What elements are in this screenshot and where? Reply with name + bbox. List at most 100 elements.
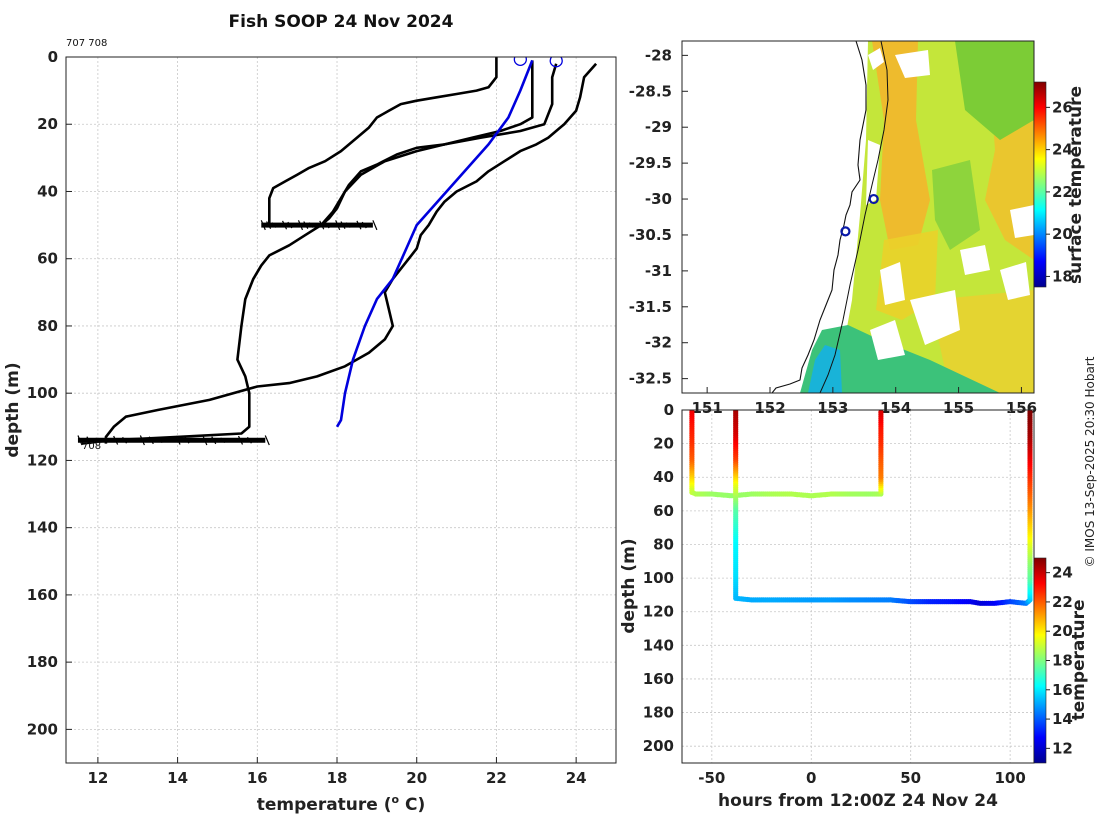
fish-depth-bar-hatch (329, 222, 335, 228)
fish-depth-bar-hatch (255, 438, 261, 443)
depth-time-x-tick-label: 0 (806, 769, 816, 787)
depth-time-y-tick-label: 60 (653, 502, 674, 520)
sst-map-image (682, 41, 1034, 393)
profile-y-tick-label: 140 (27, 519, 58, 537)
station-north (868, 193, 879, 205)
profile-y-tick-label: 180 (27, 653, 58, 671)
map-y-tick-label: -32 (645, 334, 672, 352)
x-label-start: temperature ( (257, 795, 392, 815)
start-circle-b (549, 57, 563, 68)
depth-time-x-tick-label: 50 (900, 769, 921, 787)
profile-y-tick-label: 100 (27, 384, 58, 402)
profile-y-tick-label: 80 (37, 317, 58, 335)
profile-x-tick-label: 12 (87, 769, 108, 787)
profile-line-profile-c (104, 62, 598, 444)
fish-depth-bar-hatch (372, 220, 378, 231)
map-y-tick-label: -29.5 (629, 154, 672, 172)
profile-id-annotation: 707 708 (66, 38, 107, 49)
depth-time-y-tick-label: 100 (643, 569, 674, 587)
map-y-tick-label: -28 (645, 46, 672, 64)
fish-depth-bar-hatch (260, 220, 266, 231)
profile-start-markers (513, 57, 563, 68)
fish-depth-bar-hatch (139, 435, 145, 446)
profile-line-profile-b (268, 57, 498, 226)
map-tick-labels: -28 -28.5 -29 -29.5 -30 -30.5 -31 -31.5 -32 -32.5… (629, 46, 1037, 417)
fish-depth-bar-hatch (345, 222, 351, 228)
depth-time-x-tick-label: -50 (698, 769, 725, 787)
depth-time-y-tick-label: 140 (643, 636, 674, 654)
fish-depth-bar-hatch (157, 437, 163, 444)
fish-depth-bar-hatch (220, 437, 226, 444)
track-2 (733, 410, 1033, 606)
fish-depth-bar-hatch (367, 222, 372, 228)
map-y-tick-label: -28.5 (629, 82, 672, 100)
profile-y-tick-label: 120 (27, 451, 58, 469)
profile-x-tick-label: 16 (247, 769, 268, 787)
map-x-tick-label: 151 (691, 399, 722, 417)
depth-time-tick-labels: -50 0 50 100 0 20 40 60 80 100 120 140 160 180 200 (643, 401, 1026, 787)
profile-x-tick-label: 22 (486, 769, 507, 787)
fish-depth-bar-hatch (246, 436, 252, 444)
map-y-tick-label: -29 (645, 118, 672, 136)
fish-depth-bar-hatch (77, 435, 83, 446)
depth-time-x-axis-label: hours from 12:00Z 24 Nov 24 (718, 791, 998, 811)
fish-depth-bar-hatch (166, 438, 172, 442)
map-x-tick-label: 152 (754, 399, 785, 417)
fish-depth-bar-hatch (297, 220, 304, 231)
depth-time-y-tick-label: 20 (653, 435, 674, 453)
profile-y-tick-label: 0 (48, 48, 58, 66)
depth-time-colorbar-tick-label: 14 (1052, 710, 1073, 728)
fish-depth-bar-hatch (86, 436, 92, 445)
depth-time-colorbar-tick-label: 24 (1052, 564, 1073, 582)
map-colorbar-tick-label: 20 (1052, 225, 1073, 243)
fish-depth-bar-hatch (237, 435, 244, 445)
profile-tag: 708 (82, 441, 101, 452)
map-x-tick-label: 155 (943, 399, 974, 417)
profile-tick-labels: 12 14 16 18 20 22 24 0 20 40 60 80 100 120 140 160 180 20… (27, 48, 587, 787)
station-south (840, 226, 851, 237)
start-circle-a (513, 57, 527, 67)
map-colorbar-ticks: 18 20 22 24 26 (1046, 98, 1073, 285)
map-colorbar-label: surface temperature (1066, 86, 1086, 284)
profile-axes-frame (65, 56, 617, 764)
profile-line-profile-d (320, 63, 558, 227)
fish-depth-bar-hatch (340, 221, 346, 229)
map-y-tick-label: -30.5 (629, 226, 672, 244)
fish-depth-bar-hatch (282, 220, 288, 230)
depth-time-colorbar-tick-label: 16 (1052, 681, 1073, 699)
depth-time-y-axis-label: depth (m) (619, 538, 639, 633)
fish-depth-bar-hatch (131, 438, 136, 443)
fish-depth-bar-hatch (148, 436, 154, 445)
fish-depth-bar-hatch (303, 221, 309, 229)
fish-depth-bar-hatch (184, 436, 190, 444)
map-y-tick-label: -31 (645, 262, 672, 280)
chart-title: Fish SOOP 24 Nov 2024 (229, 12, 454, 32)
profile-y-tick-label: 200 (27, 720, 58, 738)
map-colorbar (1033, 81, 1047, 288)
fish-depth-bar-hatch (287, 221, 293, 229)
fish-depth-bar-hatch (211, 436, 217, 445)
sst-map: -28 -28.5 -29 -29.5 -30 -30.5 -31 -31.5 -32 -32.5… (629, 40, 1086, 417)
fish-depth-bar-hatch (113, 435, 119, 445)
depth-time-y-tick-label: 160 (643, 670, 674, 688)
profile-y-axis-label: depth (m) (3, 362, 23, 457)
profile-x-tick-label: 14 (167, 769, 188, 787)
map-y-tick-label: -30 (645, 190, 672, 208)
fish-depth-bar-hatch (319, 220, 325, 230)
fish-depth-bar-hatch (314, 223, 319, 227)
map-colorbar-tick-label: 22 (1052, 183, 1073, 201)
profile-y-tick-label: 20 (37, 115, 58, 133)
fish-depth-bar-hatch (229, 438, 234, 442)
profile-grid (66, 56, 616, 763)
fish-depth-bar (77, 435, 270, 446)
profile-x-tick-label: 18 (327, 769, 348, 787)
fish-depth-bar-hatch (193, 438, 199, 443)
profile-line-profile-a (81, 60, 534, 445)
depth-time-y-tick-label: 80 (653, 535, 674, 553)
fish-depth-bar-fill (77, 437, 266, 443)
fish-depth-bar-hatch (266, 221, 272, 229)
depth-time-colorbar (1033, 557, 1047, 764)
fish-depth-bar-hatch (335, 220, 341, 231)
fish-depth-bar-hatch (104, 438, 110, 442)
